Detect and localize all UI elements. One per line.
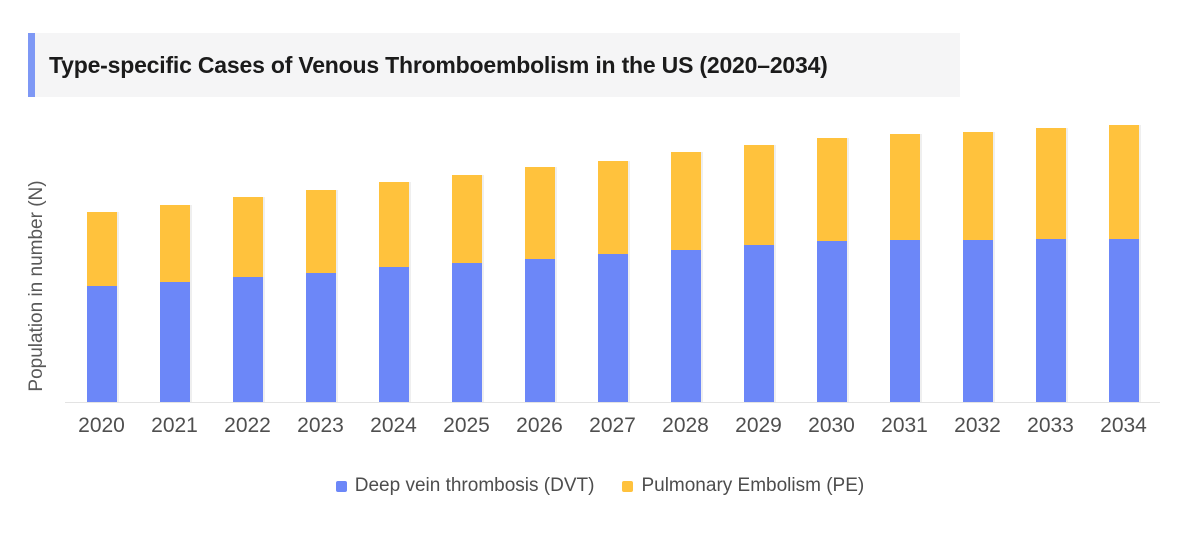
legend-label-pulmonary-embolism-pe: Pulmonary Embolism (PE) [641, 475, 865, 496]
bar-segment-deep-vein-thrombosis-dvt-2023 [305, 273, 336, 402]
x-tick-label-2023: 2023 [297, 414, 344, 437]
bar-stack-2025 [451, 175, 482, 402]
bar-group-2028 [649, 102, 722, 402]
bar-segment-pulmonary-embolism-pe-2033 [1035, 128, 1066, 239]
bar-segment-deep-vein-thrombosis-dvt-2027 [597, 254, 628, 402]
bar-group-2030 [795, 102, 868, 402]
bar-stack-2024 [378, 182, 409, 402]
bar-group-2029 [722, 102, 795, 402]
bar-stack-2027 [597, 161, 628, 402]
bar-group-2034 [1087, 102, 1160, 402]
bar-segment-deep-vein-thrombosis-dvt-2025 [451, 263, 482, 402]
bar-segment-pulmonary-embolism-pe-2025 [451, 175, 482, 263]
bar-group-2020 [65, 102, 138, 402]
bar-stack-2022 [232, 197, 263, 402]
chart-legend: Deep vein thrombosis (DVT) Pulmonary Embo… [0, 475, 1200, 497]
bar-segment-deep-vein-thrombosis-dvt-2029 [743, 245, 774, 402]
legend-swatch-deep-vein-thrombosis-dvt [335, 480, 347, 492]
bar-stack-2028 [670, 152, 701, 402]
bar-segment-deep-vein-thrombosis-dvt-2021 [159, 282, 190, 402]
bar-segment-deep-vein-thrombosis-dvt-2034 [1108, 239, 1139, 402]
bar-segment-pulmonary-embolism-pe-2024 [378, 182, 409, 267]
bar-segment-deep-vein-thrombosis-dvt-2022 [232, 277, 263, 402]
bar-group-2023 [284, 102, 357, 402]
x-tick-label-2024: 2024 [370, 414, 417, 437]
chart-title-bar: Type-specific Cases of Venous Thromboemb… [28, 33, 960, 97]
x-tick-label-2025: 2025 [443, 414, 490, 437]
bar-stack-2031 [889, 134, 920, 402]
y-axis-title: Population in number (N) [26, 180, 47, 392]
chart-title: Type-specific Cases of Venous Thromboemb… [49, 51, 828, 78]
x-tick-label-2028: 2028 [662, 414, 709, 437]
bar-group-2022 [211, 102, 284, 402]
bar-segment-pulmonary-embolism-pe-2021 [159, 205, 190, 282]
legend-item-pulmonary-embolism-pe[interactable]: Pulmonary Embolism (PE) [622, 475, 864, 497]
legend-label-deep-vein-thrombosis-dvt: Deep vein thrombosis (DVT) [354, 475, 595, 496]
bar-segment-pulmonary-embolism-pe-2028 [670, 152, 701, 250]
bar-stack-2034 [1108, 125, 1139, 402]
bar-segment-deep-vein-thrombosis-dvt-2033 [1035, 239, 1066, 402]
bar-segment-pulmonary-embolism-pe-2020 [86, 212, 117, 286]
bar-stack-2033 [1035, 128, 1066, 402]
bar-segment-deep-vein-thrombosis-dvt-2028 [670, 250, 701, 402]
bar-group-2031 [868, 102, 941, 402]
bar-stack-2021 [159, 205, 190, 402]
bar-group-2024 [357, 102, 430, 402]
bar-segment-pulmonary-embolism-pe-2022 [232, 197, 263, 277]
plot-area [65, 102, 1160, 403]
bar-stack-2023 [305, 190, 336, 402]
bar-segment-pulmonary-embolism-pe-2023 [305, 190, 336, 273]
x-tick-label-2026: 2026 [516, 414, 563, 437]
bar-segment-pulmonary-embolism-pe-2029 [743, 145, 774, 245]
bar-group-2032 [941, 102, 1014, 402]
x-tick-label-2030: 2030 [808, 414, 855, 437]
bar-group-2026 [503, 102, 576, 402]
bar-segment-pulmonary-embolism-pe-2027 [597, 161, 628, 254]
x-tick-label-2020: 2020 [78, 414, 125, 437]
x-tick-label-2031: 2031 [881, 414, 928, 437]
x-tick-label-2033: 2033 [1027, 414, 1074, 437]
bars-container [65, 102, 1160, 402]
bar-segment-pulmonary-embolism-pe-2026 [524, 167, 555, 259]
bar-stack-2030 [816, 138, 847, 402]
x-axis-tick-labels: 2020 2021 2022 2023 2024 2025 2026 2027 2028 2029… [65, 403, 1160, 438]
bar-group-2033 [1014, 102, 1087, 402]
x-tick-label-2027: 2027 [589, 414, 636, 437]
bar-segment-deep-vein-thrombosis-dvt-2024 [378, 267, 409, 402]
bar-segment-pulmonary-embolism-pe-2032 [962, 132, 993, 240]
bar-segment-deep-vein-thrombosis-dvt-2031 [889, 240, 920, 402]
bar-segment-deep-vein-thrombosis-dvt-2026 [524, 259, 555, 402]
bar-stack-2029 [743, 145, 774, 402]
bar-segment-pulmonary-embolism-pe-2031 [889, 134, 920, 240]
bar-stack-2032 [962, 132, 993, 402]
x-tick-label-2034: 2034 [1100, 414, 1147, 437]
x-tick-label-2021: 2021 [151, 414, 198, 437]
legend-item-deep-vein-thrombosis-dvt[interactable]: Deep vein thrombosis (DVT) [335, 475, 595, 497]
x-tick-label-2022: 2022 [224, 414, 271, 437]
bar-segment-pulmonary-embolism-pe-2030 [816, 138, 847, 241]
bar-segment-pulmonary-embolism-pe-2034 [1108, 125, 1139, 239]
bar-segment-deep-vein-thrombosis-dvt-2030 [816, 241, 847, 402]
x-tick-label-2032: 2032 [954, 414, 1001, 437]
x-tick-label-2029: 2029 [735, 414, 782, 437]
legend-swatch-pulmonary-embolism-pe [622, 480, 634, 492]
bar-segment-deep-vein-thrombosis-dvt-2020 [86, 286, 117, 402]
bar-group-2027 [576, 102, 649, 402]
bar-segment-deep-vein-thrombosis-dvt-2032 [962, 240, 993, 402]
bar-group-2025 [430, 102, 503, 402]
bar-stack-2020 [86, 212, 117, 402]
bar-group-2021 [138, 102, 211, 402]
bar-stack-2026 [524, 167, 555, 402]
